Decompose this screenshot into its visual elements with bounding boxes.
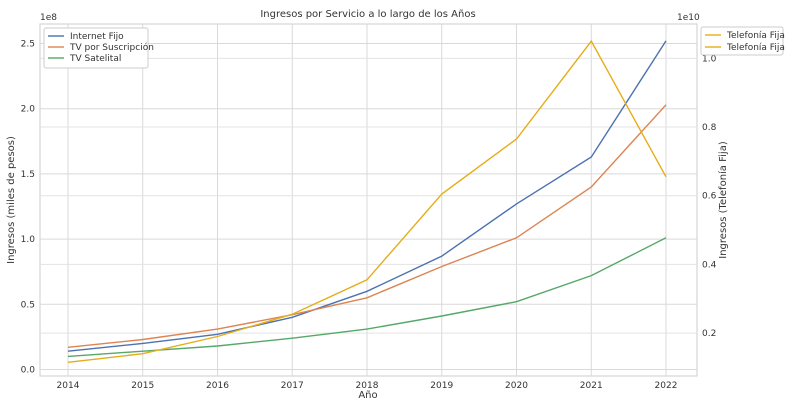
y2-tick-labels: 0.2 0.4 0.6 0.8 1.0 xyxy=(702,54,717,339)
y-tick-label: 2.0 xyxy=(21,105,36,115)
legend-entry: Internet Fijo xyxy=(70,32,124,42)
y-tick-labels: 0.0 0.5 1.0 1.5 2.0 2.5 xyxy=(21,40,36,376)
y2-tick-label: 1.0 xyxy=(702,54,717,64)
chart-title: Ingresos por Servicio a lo largo de los … xyxy=(260,9,475,20)
x-tick-label: 2022 xyxy=(655,381,678,391)
x-tick-label: 2020 xyxy=(505,381,528,391)
y-tick-label: 2.5 xyxy=(21,40,35,50)
y-tick-label: 0.5 xyxy=(21,300,35,310)
series-line-tv-por-suscripcion xyxy=(67,104,667,348)
y2-axis-label: Ingresos (Telefonía Fija) xyxy=(717,141,729,259)
y2-tick-label: 0.6 xyxy=(702,192,717,202)
y-tick-label: 1.5 xyxy=(21,170,35,180)
legend-right: Telefonía Fija Telefonía Fija xyxy=(700,26,785,56)
series-line-internet-fijo xyxy=(67,40,667,352)
y2-tick-label: 0.4 xyxy=(702,260,717,270)
y-axis-label: Ingresos (miles de pesos) xyxy=(6,136,17,264)
y-offset-label: 1e8 xyxy=(40,13,57,23)
y2-tick-label: 0.8 xyxy=(702,123,717,133)
series-lines xyxy=(67,39,667,363)
y-tick-label: 1.0 xyxy=(21,235,36,245)
x-axis-label: Año xyxy=(358,390,377,401)
grid xyxy=(40,24,697,376)
series-line-telefonia-fija xyxy=(67,39,667,363)
x-tick-label: 2018 xyxy=(356,381,379,391)
x-tick-label: 2019 xyxy=(430,381,453,391)
legend-entry: Telefonía Fija xyxy=(726,43,785,53)
x-tick-label: 2016 xyxy=(206,381,229,391)
x-tick-label: 2015 xyxy=(131,381,154,391)
y2-offset-label: 1e10 xyxy=(677,13,700,23)
series-line-tv-satelital xyxy=(67,237,667,358)
y2-tick-label: 0.2 xyxy=(702,329,716,339)
x-tick-labels: 2014 2015 2016 2017 2018 2019 2020 2021 2022 xyxy=(57,381,678,391)
x-tick-label: 2021 xyxy=(580,381,603,391)
y-tick-label: 0.0 xyxy=(21,365,36,375)
legend-entry: Telefonía Fija xyxy=(726,31,785,41)
x-tick-label: 2017 xyxy=(281,381,304,391)
plot-area xyxy=(39,23,698,377)
legend-entry: TV Satelital xyxy=(69,54,121,64)
legend-entry: TV por Suscripción xyxy=(69,42,154,53)
x-tick-label: 2014 xyxy=(57,381,80,391)
